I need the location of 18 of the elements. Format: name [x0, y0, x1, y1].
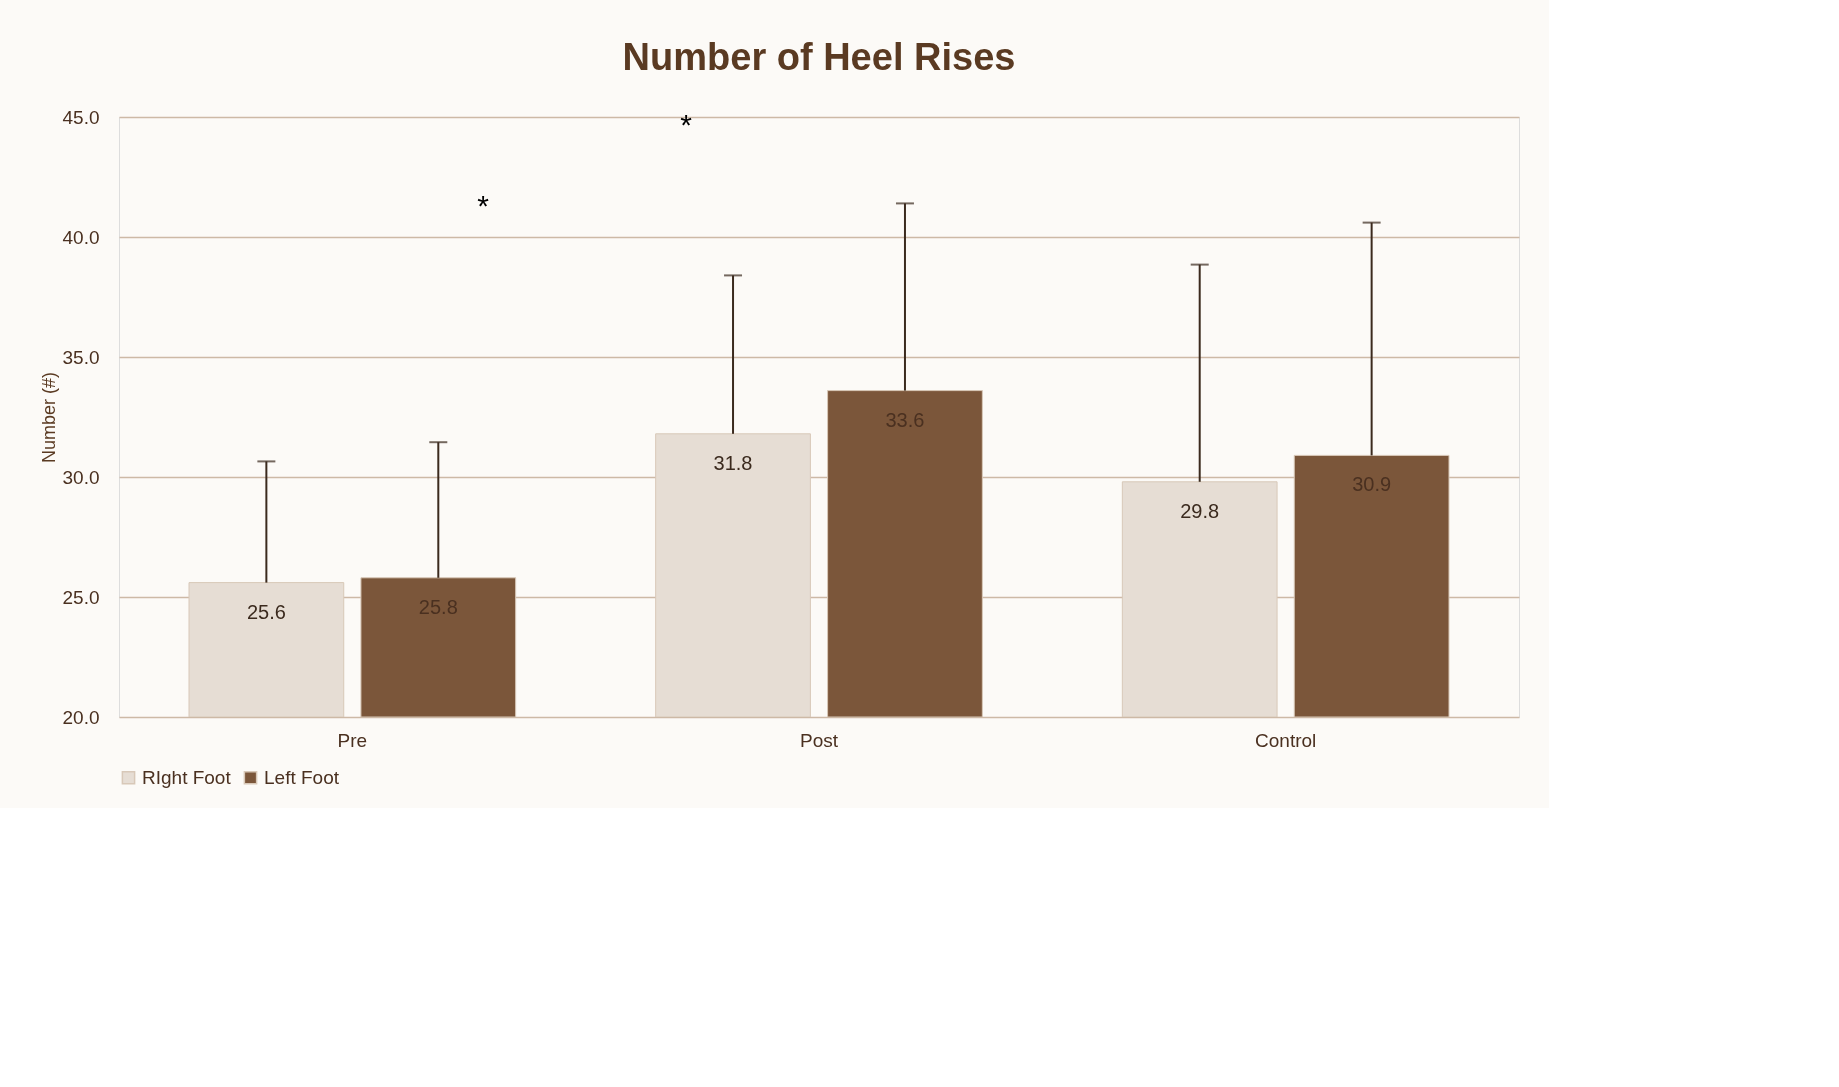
data-label: 31.8 [713, 451, 753, 474]
data-label: 25.6 [246, 600, 286, 623]
annotation: * [477, 189, 490, 222]
data-label: 29.8 [1180, 499, 1220, 522]
y-tick-label: 30.0 [62, 466, 100, 488]
annotation: * [680, 108, 693, 141]
x-tick-label: Control [1255, 729, 1317, 751]
y-tick-label: 20.0 [62, 706, 100, 728]
x-tick-label: Post [799, 729, 839, 751]
y-axis-title: Number (#) [38, 371, 59, 464]
y-tick-label: 25.0 [62, 586, 100, 608]
y-tick-label: 40.0 [62, 226, 100, 248]
legend-label: RIght Foot [142, 766, 232, 788]
y-tick-label: 35.0 [62, 346, 100, 368]
legend-label: Left Foot [264, 766, 340, 788]
y-tick-label: 45.0 [62, 106, 100, 128]
chart-title: Number of Heel Rises [622, 36, 1016, 78]
x-tick-label: Pre [337, 729, 368, 751]
